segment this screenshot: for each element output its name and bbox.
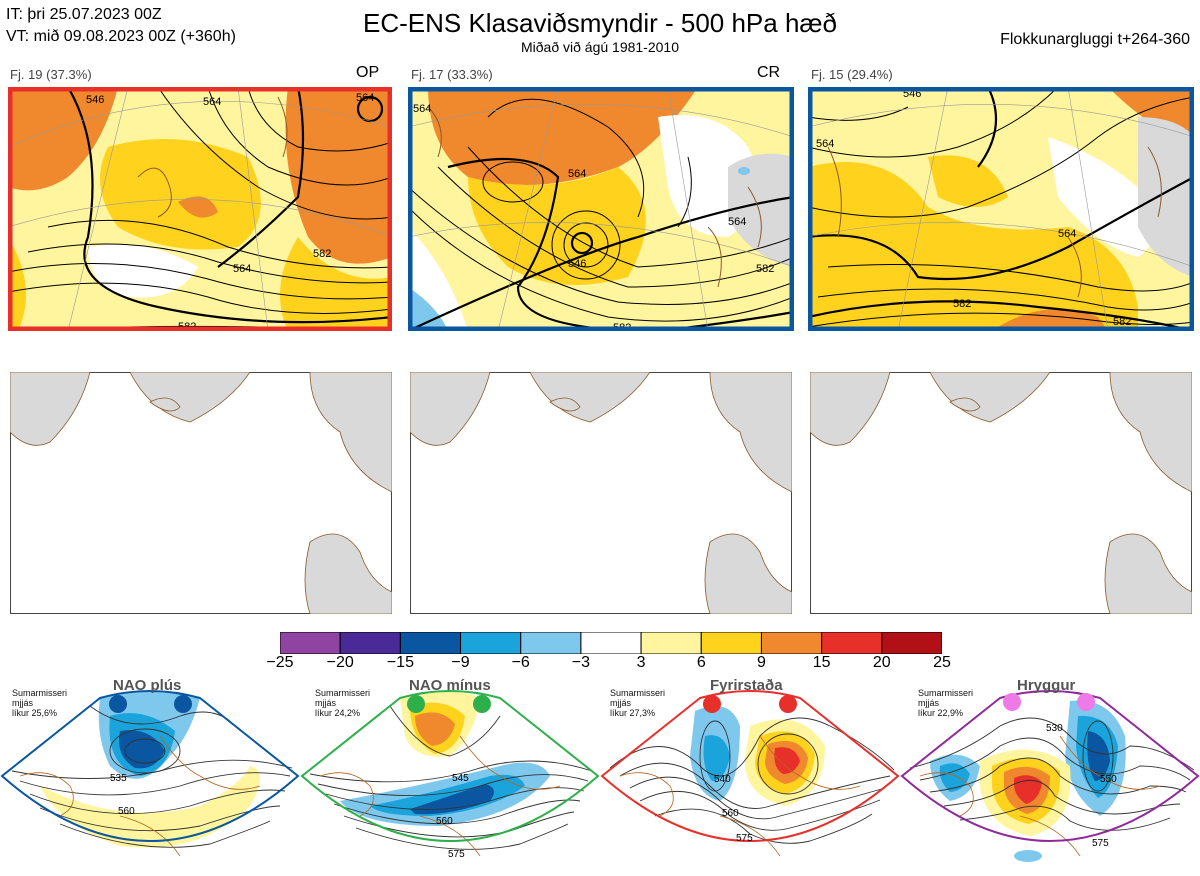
contour-label: 564 [413,103,431,115]
colorbar-tick: 3 [636,654,646,671]
regime-nao-minus: 545 560 575 NAO mínus Sumarmisseri mjjás l… [300,676,600,871]
colorbar-swatch [640,631,702,655]
colorbar-tick: −9 [451,654,470,671]
contour-label: 564 [816,138,834,150]
contour-label: 564 [1058,228,1076,240]
regime-ridge: 530 550 575 Hryggur Sumarmisseri mjjás lík… [900,676,1200,871]
base-map-3 [810,372,1192,614]
regime-title: NAO mínus [409,677,491,694]
colorbar-tick: −6 [511,654,530,671]
colorbar-tick: 25 [933,654,951,671]
cluster-1-map: 546 564 564 582 564 582 [8,87,392,331]
regime-dot [407,695,425,713]
regime-dot [1077,693,1095,711]
contour-label: 582 [313,248,331,260]
colorbar [279,631,943,659]
colorbar-swatch [580,631,642,655]
contour-label: 560 [722,808,739,819]
header-info: IT: þri 25.07.2023 00Z VT: mið 09.08.202… [6,4,236,48]
colorbar-swatch [881,631,943,655]
contour-label: 564 [568,168,586,180]
regime-dot [1003,693,1021,711]
colorbar-tick: 15 [812,654,831,671]
contour-label: 530 [1046,723,1063,734]
colorbar-ticks: −25 −20 −15 −9 −6 −3 3 6 9 15 20 25 [266,654,950,674]
regime-info: Sumarmisseri mjjás líkur 24,2% [315,688,371,718]
contour-label: 560 [436,816,453,827]
cluster-2-frame [408,87,794,331]
base-map-1 [10,372,392,614]
cluster-3-map: 546 564 564 582 582 [808,87,1194,331]
colorbar-tick: 20 [872,654,891,671]
regime-dot [174,695,192,713]
contour-label: 564 [356,92,374,104]
colorbar-swatch [279,631,341,655]
contour-label: 535 [110,773,127,784]
contour-label: 582 [953,298,971,310]
cluster-1-label: Fj. 19 (37.3%) [10,67,92,82]
colorbar-swatch [520,631,582,655]
regime-dot [473,695,491,713]
contour-label: 550 [1100,774,1117,785]
colorbar-swatch [700,631,762,655]
cluster-2-map: 564 546 564 564 582 582 [408,87,794,331]
contour-label: 564 [233,263,251,275]
regime-title: Hryggur [1017,677,1076,694]
contour-label: 540 [714,774,731,785]
init-time: IT: þri 25.07.2023 00Z [6,6,162,23]
colorbar-swatch [339,631,401,655]
colorbar-tick: −25 [266,654,294,671]
regime-info: Sumarmisseri mjjás líkur 27,3% [610,688,666,718]
contour-label: 582 [1113,316,1131,328]
contour-label: 546 [568,258,586,270]
cluster-3-frame [808,87,1194,331]
base-map-2 [410,372,792,614]
regime-dot [703,695,721,713]
colorbar-swatch [760,631,823,655]
page-subtitle: Miðað við ágú 1981-2010 [520,39,679,55]
page-title: EC-ENS Klasaviðsmyndir - 500 hPa hæð [363,8,837,38]
contour-label: 546 [86,94,104,106]
regime-info: Sumarmisseri mjjás líkur 25,6% [12,688,68,718]
regime-title: Fyrirstaða [710,677,783,694]
colorbar-swatch [821,631,883,655]
contour-label: 582 [756,263,774,275]
contour-label: 575 [1092,838,1109,849]
regime-dot [109,695,127,713]
regime-title: NAO plús [113,677,182,694]
cluster-1-frame [8,87,392,331]
regime-info: Sumarmisseri mjjás líkur 22,9% [918,688,974,718]
contour-label: 564 [203,96,221,108]
regime-dot [779,695,797,713]
colorbar-swatch [460,631,522,655]
colorbar-tick: −20 [326,654,354,671]
regime-nao-plus: 535 560 NAO plús Sumarmisseri mjjás líkur … [0,676,300,871]
cluster-1-tag: OP [356,64,380,81]
valid-time: VT: mið 09.08.2023 00Z (+360h) [6,28,236,45]
colorbar-tick: −15 [386,654,414,671]
cluster-2-label: Fj. 17 (33.3%) [411,67,493,82]
contour-label: 560 [118,806,135,817]
contour-label: 575 [448,849,465,860]
cluster-2-tag: CR [757,64,781,81]
colorbar-swatch [399,631,462,655]
classification-window: Flokkunargluggi t+264-360 [1000,31,1190,48]
cluster-3-label: Fj. 15 (29.4%) [811,67,893,82]
colorbar-tick: −3 [571,654,591,671]
colorbar-tick: 9 [757,654,766,671]
regime-blocking: 540 560 575 Fyrirstaða Sumarmisseri mjjás… [600,676,900,871]
contour-label: 575 [736,833,753,844]
contour-label: 564 [728,216,746,228]
contour-label: 582 [178,321,196,331]
contour-label: 545 [452,773,469,784]
colorbar-tick: 6 [696,654,706,671]
